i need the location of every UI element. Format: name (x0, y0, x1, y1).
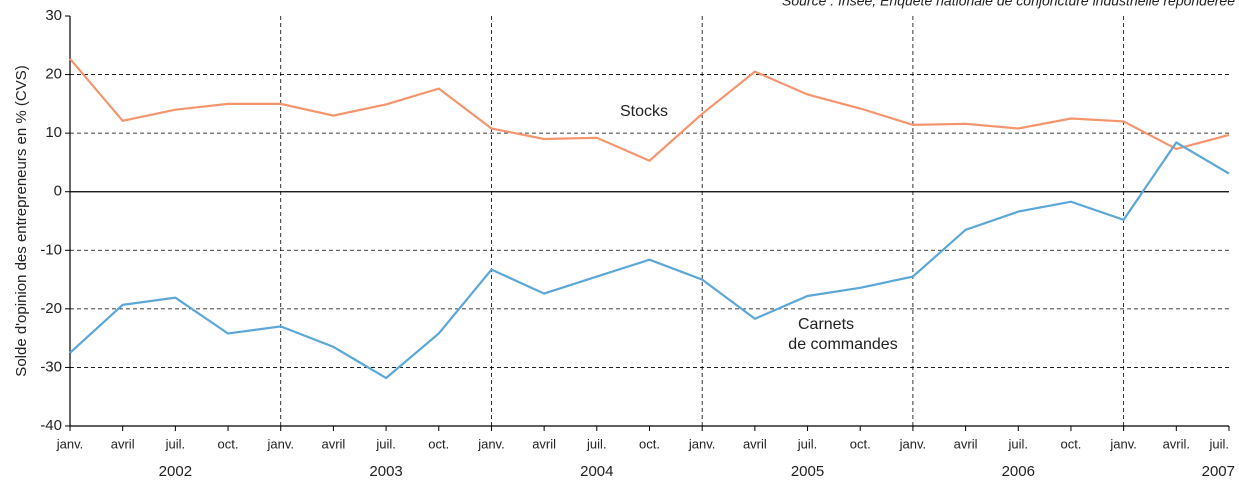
x-tick-label: oct. (1060, 436, 1081, 451)
y-tick-label: 30 (45, 7, 62, 24)
x-tick-label: oct. (639, 436, 660, 451)
y-tick-label: -20 (40, 300, 62, 317)
y-tick-label: -10 (40, 241, 62, 258)
x-tick-label: avril (743, 436, 767, 451)
y-tick-label: 10 (45, 124, 62, 141)
y-tick-label: -40 (40, 417, 62, 434)
y-tick-label: -30 (40, 358, 62, 375)
year-label: 2002 (159, 463, 192, 480)
x-tick-label: janv. (56, 436, 84, 451)
y-axis-label: Solde d'opinion des entrepreneurs en % (… (13, 65, 30, 376)
x-tick-label: avril (954, 436, 978, 451)
year-label: 2007 (1202, 463, 1235, 480)
annotation: Carnets (798, 316, 854, 333)
series-line (69, 58, 1230, 162)
x-tick-label: oct. (218, 436, 239, 451)
y-tick-label: 0 (54, 183, 62, 200)
x-tick-label: juil. (1208, 436, 1229, 451)
annotation: de commandes (788, 336, 897, 353)
source: Source : Insee, Enquête nationale de con… (782, 0, 1235, 9)
x-tick-label: janv. (477, 436, 505, 451)
year-label: 2005 (791, 463, 824, 480)
x-tick-label: avril (111, 436, 135, 451)
x-tick-label: janv. (1109, 436, 1137, 451)
series-line (69, 141, 1230, 380)
x-tick-label: oct. (428, 436, 449, 451)
x-tick-label: avril. (1163, 436, 1190, 451)
x-tick-label: avril (321, 436, 345, 451)
year-label: 2003 (369, 463, 402, 480)
year-label: 2006 (1002, 463, 1035, 480)
x-tick-label: janv. (266, 436, 294, 451)
x-tick-label: juil. (1008, 436, 1029, 451)
x-tick-label: janv. (899, 436, 927, 451)
x-tick-label: juil. (797, 436, 818, 451)
year-label: 2004 (580, 463, 613, 480)
x-tick-label: janv. (688, 436, 716, 451)
x-tick-label: juil. (586, 436, 607, 451)
y-tick-label: 20 (45, 66, 62, 83)
x-tick-label: juil. (165, 436, 186, 451)
x-tick-label: avril (532, 436, 556, 451)
x-tick-label: juil. (375, 436, 396, 451)
x-tick-label: oct. (850, 436, 871, 451)
annotation: Stocks (620, 103, 668, 120)
